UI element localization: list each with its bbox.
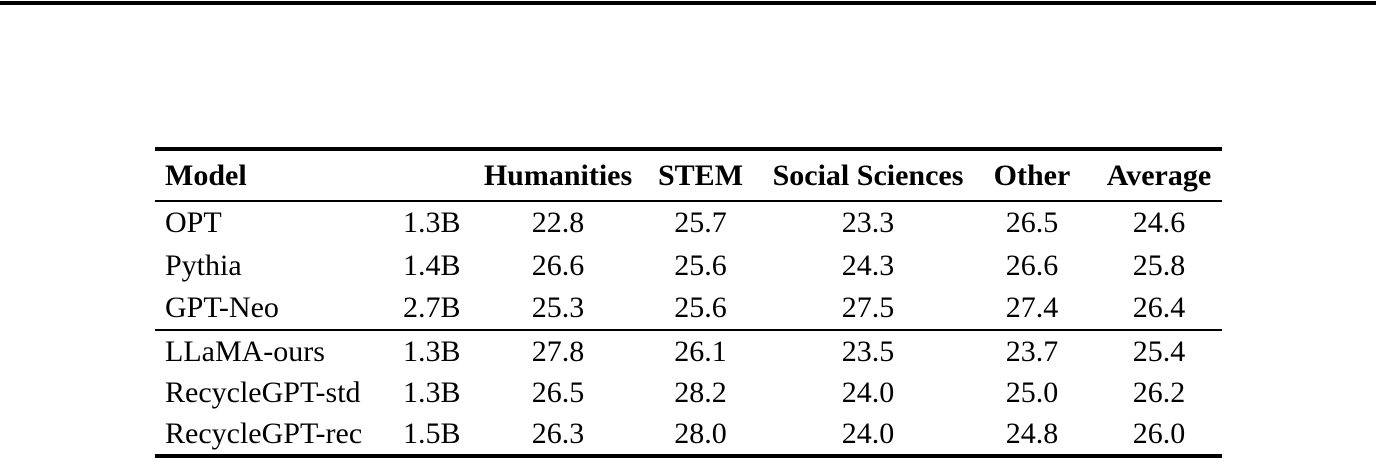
model-size-cell: 1.3B	[403, 376, 461, 409]
humanities-cell: 26.6	[531, 248, 585, 282]
average-cell: 25.4	[1132, 334, 1186, 368]
stem-cell: 25.6	[674, 248, 727, 282]
other-cell: 26.5	[1005, 206, 1059, 239]
model-name-cell: LLaMA-ours	[165, 334, 325, 368]
row-pythia: Pythia 1.4B 26.6 25.6 24.3 26.6 25.8	[155, 244, 1222, 287]
page-top-rule	[0, 1, 1376, 5]
model-size-cell: 1.5B	[403, 417, 461, 450]
model-size-cell: 1.3B	[403, 334, 461, 368]
humanities-cell: 26.5	[531, 376, 585, 409]
model-name-cell: GPT-Neo	[155, 287, 393, 331]
other-cell: 24.8	[1005, 417, 1059, 450]
header-row: Model Humanities STEM Social Sciences Ot…	[155, 149, 1222, 202]
other-cell: 25.0	[1005, 376, 1059, 409]
col-header-stem: STEM	[633, 149, 768, 202]
col-header-average: Average	[1096, 149, 1222, 202]
average-cell: 26.0	[1132, 417, 1186, 450]
humanities-cell: 26.3	[531, 417, 585, 450]
stem-cell: 25.7	[674, 206, 727, 239]
row-recyclegpt-rec: RecycleGPT-rec 1.5B 26.3 28.0 24.0 24.8 …	[155, 414, 1222, 456]
results-table: Model Humanities STEM Social Sciences Ot…	[155, 147, 1222, 458]
model-size-cell: 1.4B	[403, 248, 461, 282]
model-name-cell: RecycleGPT-std	[165, 376, 361, 409]
col-header-humanities: Humanities	[483, 149, 633, 202]
average-cell: 26.4	[1096, 287, 1222, 331]
row-opt: OPT 1.3B 22.8 25.7 23.3 26.5 24.6	[155, 201, 1222, 244]
other-cell: 23.7	[1005, 334, 1059, 368]
stem-cell: 26.1	[674, 334, 727, 368]
col-header-size	[393, 149, 483, 202]
model-size-cell: 1.3B	[403, 206, 461, 239]
table-header: Model Humanities STEM Social Sciences Ot…	[155, 149, 1222, 202]
social-sciences-cell: 24.0	[841, 376, 895, 409]
average-cell: 25.8	[1132, 248, 1186, 282]
row-recyclegpt-std: RecycleGPT-std 1.3B 26.5 28.2 24.0 25.0 …	[155, 372, 1222, 414]
ours-models-group: LLaMA-ours 1.3B 27.8 26.1 23.5 23.7 25.4…	[155, 330, 1222, 456]
social-sciences-cell: 23.5	[841, 334, 895, 368]
model-name-cell: OPT	[165, 206, 222, 239]
humanities-cell: 22.8	[531, 206, 585, 239]
stem-cell: 28.0	[674, 417, 727, 450]
average-cell: 26.2	[1132, 376, 1186, 409]
social-sciences-cell: 27.5	[768, 287, 968, 331]
row-gpt-neo: GPT-Neo 2.7B 25.3 25.6 27.5 27.4 26.4	[155, 287, 1222, 331]
stem-cell: 28.2	[674, 376, 727, 409]
social-sciences-cell: 23.3	[841, 206, 895, 239]
model-name-cell: RecycleGPT-rec	[165, 417, 363, 450]
average-cell: 24.6	[1132, 206, 1186, 239]
other-cell: 27.4	[968, 287, 1096, 331]
humanities-cell: 27.8	[531, 334, 585, 368]
model-size-cell: 2.7B	[393, 287, 483, 331]
stem-cell: 25.6	[633, 287, 768, 331]
col-header-social-sciences: Social Sciences	[768, 149, 968, 202]
row-llama-ours: LLaMA-ours 1.3B 27.8 26.1 23.5 23.7 25.4	[155, 330, 1222, 372]
social-sciences-cell: 24.3	[841, 248, 895, 282]
col-header-model: Model	[155, 149, 393, 202]
col-header-other: Other	[968, 149, 1096, 202]
baseline-models-group: OPT 1.3B 22.8 25.7 23.3 26.5 24.6 Pythia…	[155, 201, 1222, 331]
social-sciences-cell: 24.0	[841, 417, 895, 450]
model-name-cell: Pythia	[165, 248, 242, 282]
humanities-cell: 25.3	[483, 287, 633, 331]
other-cell: 26.6	[1005, 248, 1059, 282]
